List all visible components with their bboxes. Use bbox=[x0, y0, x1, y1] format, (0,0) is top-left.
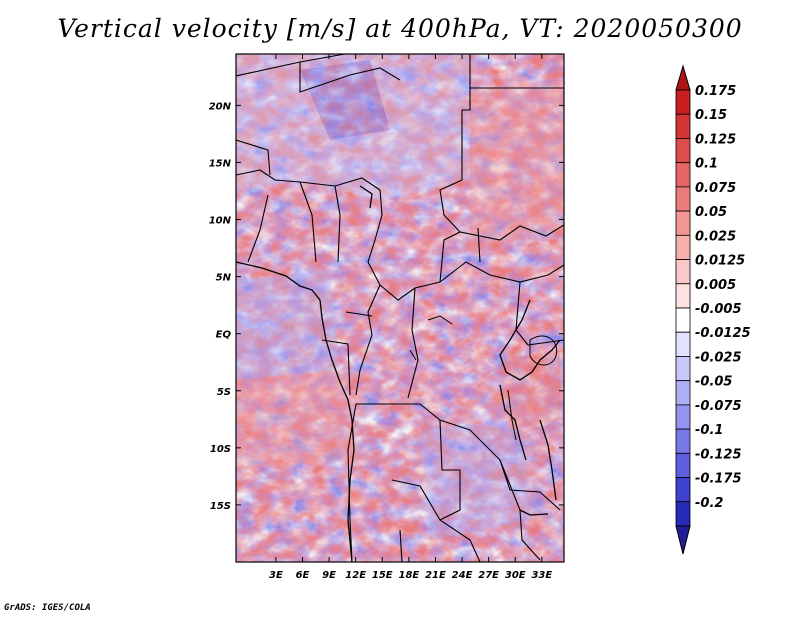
colorbar: 0.175 0.15 0.125 0.1 0.075 0.05 0.025 0.0125 0.0… bbox=[675, 64, 751, 555]
lon-tick-label: 27E bbox=[478, 570, 499, 581]
lat-tick-label: 10S bbox=[210, 444, 231, 455]
lat-tick-label: 15S bbox=[210, 501, 231, 512]
map-panel bbox=[236, 54, 564, 562]
colorbar-segment bbox=[675, 356, 691, 382]
lat-tick-label: 5N bbox=[216, 273, 232, 284]
colorbar-label: 0.125 bbox=[695, 132, 736, 147]
colorbar-segment bbox=[675, 331, 691, 357]
grads-credit: GrADS: IGES/COLA bbox=[4, 603, 91, 613]
lon-tick-label: 18E bbox=[398, 570, 419, 581]
colorbar-segment bbox=[675, 501, 691, 527]
colorbar-top-arrow bbox=[675, 64, 691, 91]
colorbar-segment bbox=[675, 307, 691, 333]
colorbar-label: 0.175 bbox=[695, 84, 736, 99]
colorbar-label: 0.075 bbox=[695, 181, 736, 196]
lon-tick-label: 12E bbox=[345, 570, 366, 581]
colorbar-label: 0.05 bbox=[695, 205, 727, 220]
lon-tick-label: 30E bbox=[505, 570, 526, 581]
lon-tick-label: 33E bbox=[531, 570, 552, 581]
colorbar-label: 0.1 bbox=[695, 157, 718, 172]
lon-tick-label: 6E bbox=[296, 570, 310, 581]
colorbar-label: -0.075 bbox=[695, 399, 742, 414]
plot-title: Vertical velocity [m/s] at 400hPa, VT: 2… bbox=[57, 14, 743, 43]
colorbar-segment bbox=[675, 234, 691, 260]
colorbar-segment bbox=[675, 452, 691, 478]
colorbar-label: 0.025 bbox=[695, 229, 736, 244]
colorbar-segment bbox=[675, 404, 691, 430]
latitude-axis: 20N 15N 10N 5N EQ 5S 10S 15S bbox=[209, 101, 564, 512]
lon-tick-label: 24E bbox=[452, 570, 473, 581]
colorbar-label: -0.2 bbox=[695, 496, 723, 511]
colorbar-label: 0.15 bbox=[695, 108, 727, 123]
colorbar-segment bbox=[675, 259, 691, 285]
colorbar-label: 0.0125 bbox=[695, 254, 745, 269]
lat-tick-label: 20N bbox=[209, 101, 232, 112]
colorbar-segment bbox=[675, 283, 691, 309]
colorbar-segment bbox=[675, 113, 691, 139]
lon-tick-label: 9E bbox=[322, 570, 336, 581]
map-frame bbox=[235, 53, 565, 563]
colorbar-segment bbox=[675, 138, 691, 164]
colorbar-label: 0.005 bbox=[695, 278, 736, 293]
lat-tick-label: 15N bbox=[209, 158, 232, 169]
velocity-field bbox=[236, 54, 564, 562]
colorbar-label: -0.025 bbox=[695, 350, 742, 365]
colorbar-segment bbox=[675, 210, 691, 236]
lon-tick-label: 15E bbox=[372, 570, 393, 581]
colorbar-segment bbox=[675, 380, 691, 406]
coastlines bbox=[236, 185, 561, 562]
colorbar-label: -0.05 bbox=[695, 375, 732, 390]
colorbar-segment bbox=[675, 89, 691, 115]
lon-tick-label: 3E bbox=[269, 570, 283, 581]
lon-tick-label: 21E bbox=[425, 570, 446, 581]
colorbar-label: -0.125 bbox=[695, 447, 742, 462]
colorbar-label: -0.0125 bbox=[695, 326, 751, 341]
colorbar-segment bbox=[675, 477, 691, 503]
longitude-axis: 3E 6E 9E 12E 15E 18E 21E 24E 27E 30E 33E bbox=[269, 54, 552, 581]
regional-shading bbox=[236, 54, 564, 540]
colorbar-label: -0.175 bbox=[695, 472, 742, 487]
colorbar-bottom-arrow bbox=[675, 525, 691, 555]
lat-tick-label: 10N bbox=[209, 216, 232, 227]
colorbar-label: -0.005 bbox=[695, 302, 742, 317]
colorbar-segment bbox=[675, 428, 691, 454]
colorbar-label: -0.1 bbox=[695, 423, 723, 438]
lat-tick-label: EQ bbox=[216, 330, 232, 341]
lakes bbox=[409, 315, 558, 441]
colorbar-segment bbox=[675, 186, 691, 212]
lat-tick-label: 5S bbox=[217, 387, 231, 398]
colorbar-segment bbox=[675, 162, 691, 188]
